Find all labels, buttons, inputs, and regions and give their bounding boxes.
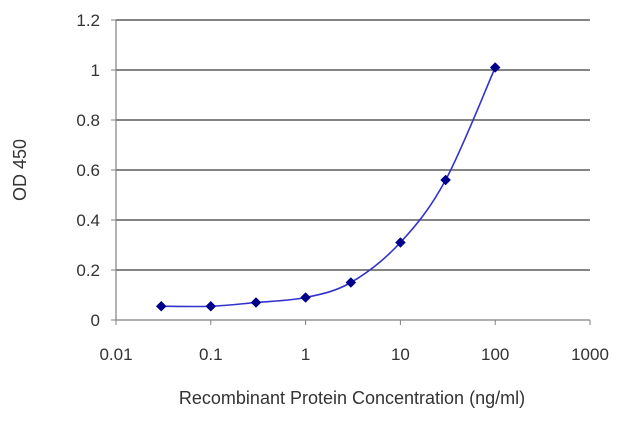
data-point [300, 292, 311, 303]
y-tick-label: 0.2 [76, 261, 100, 280]
data-point [205, 300, 217, 312]
grid [116, 19, 590, 271]
y-tick-label: 0.6 [76, 161, 100, 180]
x-tick-labels: 0.01 0.1 1 10 100 1000 [99, 320, 609, 364]
y-tick-label: 1 [91, 61, 100, 80]
data-point [345, 277, 357, 288]
data-point [489, 62, 501, 73]
y-tick-labels: 0 0.2 0.4 0.6 0.8 1 1.2 [76, 11, 116, 330]
y-tick-label: 0.8 [76, 111, 100, 130]
y-tick-label: 1.2 [76, 11, 100, 30]
x-tick-label: 10 [391, 345, 410, 364]
y-axis-title: OD 450 [10, 139, 30, 201]
x-tick-label: 0.1 [199, 345, 223, 364]
data-point [395, 237, 406, 248]
x-tick-label: 0.01 [99, 345, 132, 364]
x-tick-label: 100 [481, 345, 509, 364]
series-layer [155, 62, 501, 312]
data-point [440, 174, 451, 186]
data-point [250, 297, 262, 308]
x-axis-title: Recombinant Protein Concentration (ng/ml… [179, 388, 525, 408]
y-tick-label: 0 [91, 311, 100, 330]
x-tick-label: 1 [301, 345, 310, 364]
x-tick-label: 1000 [571, 345, 609, 364]
y-tick-label: 0.4 [76, 211, 100, 230]
data-point [155, 300, 167, 312]
